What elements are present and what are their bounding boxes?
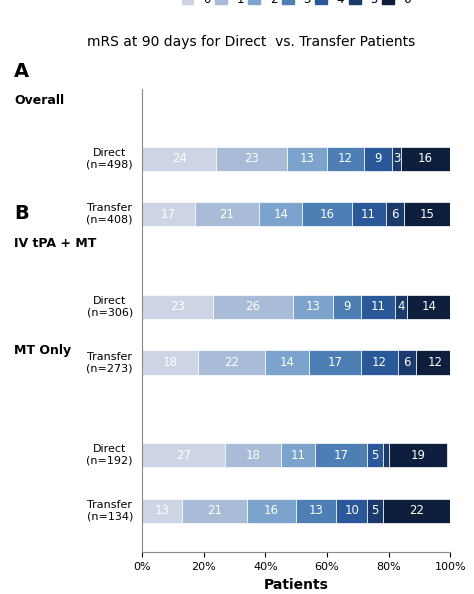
Text: 16: 16 [319, 208, 335, 221]
Bar [309, 350, 361, 374]
Bar [404, 202, 450, 226]
Bar [389, 443, 447, 467]
Text: 26: 26 [246, 301, 261, 314]
Text: B: B [14, 204, 29, 223]
Bar [287, 147, 327, 170]
Text: 22: 22 [224, 356, 239, 369]
Text: 27: 27 [176, 448, 191, 462]
Text: 6: 6 [403, 356, 411, 369]
Bar [385, 202, 404, 226]
Text: 21: 21 [207, 504, 222, 517]
Text: 12: 12 [338, 152, 353, 165]
Text: 22: 22 [409, 504, 424, 517]
Text: 11: 11 [361, 208, 376, 221]
Text: Transfer
(n=408): Transfer (n=408) [86, 203, 133, 225]
Text: 18: 18 [163, 356, 177, 369]
Text: 9: 9 [374, 152, 382, 165]
Bar [281, 443, 315, 467]
Text: Direct
(n=498): Direct (n=498) [86, 148, 133, 169]
Text: Transfer
(n=273): Transfer (n=273) [86, 352, 133, 373]
Text: 5: 5 [371, 504, 379, 517]
Bar [142, 350, 198, 374]
Bar [247, 499, 296, 523]
Text: 21: 21 [219, 208, 235, 221]
Text: 16: 16 [264, 504, 279, 517]
Text: 18: 18 [246, 448, 261, 462]
Text: 14: 14 [273, 208, 288, 221]
Text: 19: 19 [410, 448, 426, 462]
Bar [327, 147, 364, 170]
Text: 24: 24 [172, 152, 187, 165]
Bar [383, 499, 450, 523]
Bar [302, 202, 352, 226]
Bar [407, 295, 450, 319]
X-axis label: Patients: Patients [264, 578, 328, 592]
Bar [142, 499, 182, 523]
Text: 14: 14 [421, 301, 436, 314]
Text: Direct
(n=306): Direct (n=306) [87, 296, 133, 318]
Bar [333, 295, 361, 319]
Bar [182, 499, 247, 523]
Bar [259, 202, 302, 226]
Bar [361, 350, 398, 374]
Text: 4: 4 [397, 301, 405, 314]
Bar [416, 350, 453, 374]
Text: 13: 13 [306, 301, 320, 314]
Bar [392, 147, 401, 170]
Text: IV tPA + MT: IV tPA + MT [14, 237, 97, 250]
Bar [194, 202, 259, 226]
Bar [367, 499, 383, 523]
Text: 16: 16 [418, 152, 433, 165]
Bar [142, 443, 226, 467]
Text: 23: 23 [244, 152, 259, 165]
Bar [395, 295, 407, 319]
Text: 3: 3 [392, 152, 400, 165]
Text: 13: 13 [309, 504, 324, 517]
Text: 9: 9 [343, 301, 351, 314]
Text: 14: 14 [280, 356, 294, 369]
Bar [361, 295, 395, 319]
Bar [315, 443, 367, 467]
Bar [383, 443, 389, 467]
Text: 17: 17 [333, 448, 348, 462]
Bar [216, 147, 287, 170]
Bar [398, 350, 416, 374]
Bar [142, 147, 216, 170]
Text: 5: 5 [371, 448, 379, 462]
Text: 23: 23 [170, 301, 185, 314]
Bar [364, 147, 392, 170]
Bar [336, 499, 367, 523]
Text: MT Only: MT Only [14, 344, 72, 357]
Text: 17: 17 [161, 208, 176, 221]
Bar [142, 295, 213, 319]
Bar [142, 202, 194, 226]
Bar [226, 443, 281, 467]
Bar [367, 443, 383, 467]
Text: Overall: Overall [14, 94, 64, 108]
Bar [213, 295, 293, 319]
Text: 17: 17 [327, 356, 342, 369]
Text: Direct
(n=192): Direct (n=192) [86, 444, 133, 466]
Text: 15: 15 [420, 208, 435, 221]
Text: 12: 12 [372, 356, 387, 369]
Bar [198, 350, 265, 374]
Text: 11: 11 [290, 448, 305, 462]
Text: 10: 10 [344, 504, 359, 517]
Bar [296, 499, 336, 523]
Text: Transfer
(n=134): Transfer (n=134) [87, 500, 133, 522]
Text: 6: 6 [391, 208, 399, 221]
Text: 13: 13 [155, 504, 170, 517]
Text: 11: 11 [370, 301, 385, 314]
Text: A: A [14, 62, 29, 81]
Legend: 0, 1, 2, 3, 4, 5, 6: 0, 1, 2, 3, 4, 5, 6 [182, 0, 411, 6]
Text: 13: 13 [300, 152, 314, 165]
Bar [265, 350, 309, 374]
Bar [293, 295, 333, 319]
Bar [401, 147, 450, 170]
Bar [352, 202, 385, 226]
Text: 12: 12 [428, 356, 442, 369]
Text: mRS at 90 days for Direct  vs. Transfer Patients: mRS at 90 days for Direct vs. Transfer P… [87, 34, 415, 49]
